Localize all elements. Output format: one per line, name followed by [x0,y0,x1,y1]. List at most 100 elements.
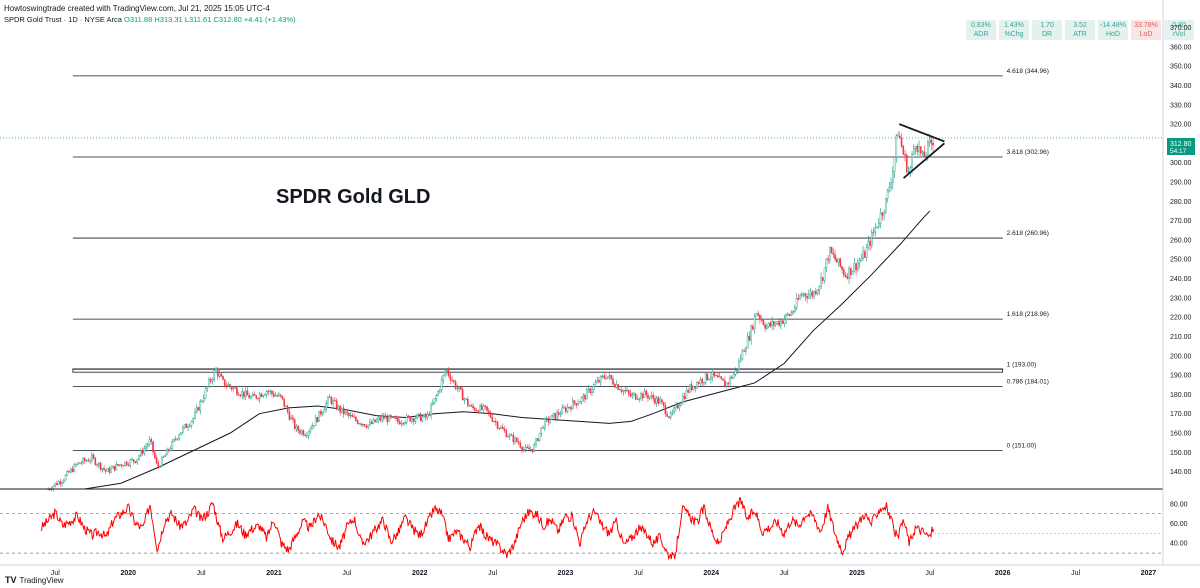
last-price-value: 312.80 [1170,141,1192,148]
candle-body [444,371,446,376]
candle-body [773,321,775,326]
candle-body [194,411,196,419]
candle-body [514,437,516,443]
candle-body [900,137,903,147]
candle-body [66,471,69,476]
candle-body [103,468,105,470]
candle-body [547,418,550,423]
candle-body [407,415,410,417]
candle-body [745,348,747,352]
candle-body [419,413,422,422]
candle-body [467,398,469,406]
candle-body [830,247,833,254]
candle-body [531,449,534,452]
candle-body [295,426,298,429]
candle-body [68,471,70,473]
candle-body [61,481,63,484]
candle-body [780,320,782,326]
candle-body [820,277,822,287]
candle-body [841,266,843,271]
candle-body [580,397,583,402]
candle-body [566,406,569,412]
candle-body [921,151,924,154]
candle-body [458,387,460,389]
candle-body [257,397,259,400]
candle-body [521,446,523,451]
candle-body [215,368,217,371]
candle-body [926,141,929,156]
candle-body [876,226,878,228]
candle-body [620,389,623,392]
candle-body [369,421,371,426]
candle-body [201,400,203,402]
candle-body [292,417,294,420]
candle-body [825,258,828,269]
candle-body [405,415,408,423]
candle-body [704,373,707,383]
candle-body [781,320,784,324]
candle-body [853,263,856,272]
candle-body [171,441,174,449]
candle-body [400,423,403,425]
candle-body [134,461,137,464]
candle-body [575,403,578,406]
candle-body [202,397,205,402]
candle-body [84,458,86,462]
y-tick-label: 210.00 [1170,334,1192,341]
candle-body [584,395,586,400]
candle-body [479,405,481,413]
candle-body [477,410,480,413]
rsi-y-tick-label: 60.00 [1170,521,1188,528]
candle-body [699,379,702,384]
candle-body [568,406,571,408]
candle-body [167,449,170,451]
candle-body [496,422,499,429]
candle-body [578,401,581,404]
candle-body [732,374,735,379]
candle-body [912,148,915,155]
candle-body [251,394,254,397]
candle-body [543,418,546,429]
candle-body [78,462,81,464]
candle-body [916,145,919,152]
candle-body [302,430,305,436]
candle-body [837,258,840,263]
stat-rvol: 0.80 rVol [1164,20,1194,40]
candle-body [549,419,551,423]
candle-body [108,468,111,473]
candle-body [647,394,649,399]
candle-body [850,267,852,275]
candle-body [332,400,334,404]
candle-body [421,416,424,422]
candle-body [152,441,154,453]
candle-body [662,402,665,406]
candle-body [645,390,648,396]
candle-body [778,321,780,326]
candle-body [365,425,368,428]
candle-body [279,394,282,397]
footer-brand[interactable]: TV TradingView [5,575,64,585]
candle-body [234,387,237,389]
candle-body [864,251,866,258]
candle-body [764,324,766,329]
candle-body [563,407,565,409]
candle-body [550,415,553,420]
candle-body [489,412,492,418]
symbol-label[interactable]: SPDR Gold Trust · 1D · NYSE Arca [4,15,122,24]
candle-body [515,437,518,442]
candle-body [655,397,658,404]
candle-body [297,426,299,431]
candle-body [112,465,114,469]
candle-body [192,418,195,422]
candle-body [610,375,613,380]
candle-body [626,390,628,392]
candle-body [255,395,258,399]
candle-body [643,390,646,399]
candle-body [187,426,189,428]
candle-body [342,407,345,415]
candle-body [886,190,889,199]
candle-body [641,393,644,399]
candle-body [591,389,593,394]
y-tick-label: 260.00 [1170,237,1192,244]
